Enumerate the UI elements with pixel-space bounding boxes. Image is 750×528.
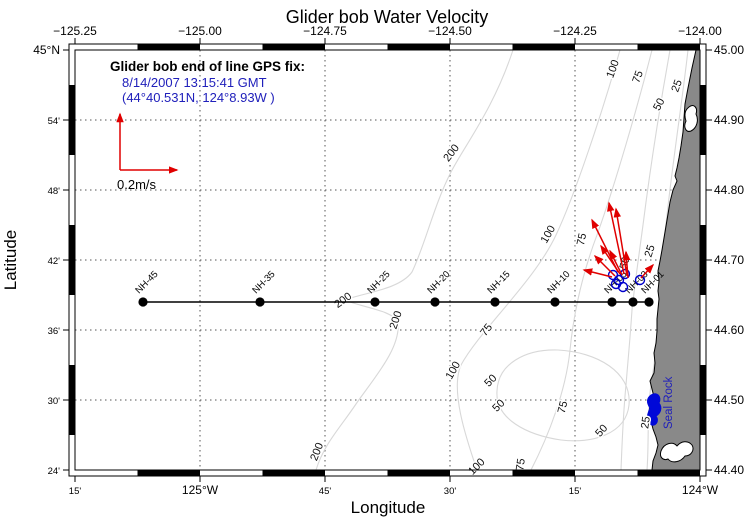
bathymetry-contour [456, 49, 621, 471]
tick-label-top: −124.75 [303, 24, 347, 38]
tick-label-bottom: 45' [319, 486, 332, 497]
contour-depth-label: 75 [630, 69, 645, 85]
velocity-scale-label: 0.2m/s [117, 177, 157, 192]
station-dot [550, 297, 560, 307]
annotation-gps-coords: (44°40.531N, 124°8.93W ) [122, 90, 275, 105]
station-dot [138, 297, 148, 307]
tick-label-bottom: 30' [444, 486, 457, 497]
tick-label-top: −124.25 [553, 24, 597, 38]
x-axis-title: Longitude [351, 498, 426, 517]
contour-depth-label: 75 [556, 400, 571, 415]
velocity-arrow [593, 254, 616, 277]
land-polygon [648, 49, 701, 471]
tick-label-right: 44.60 [714, 323, 744, 337]
contour-depth-label: 25 [643, 243, 658, 258]
tick-label-left: 24' [48, 466, 61, 477]
tick-label-right: 44.90 [714, 113, 744, 127]
tick-label-left: 42' [48, 256, 61, 267]
frame-inner [74, 49, 701, 471]
bathymetry-contour [315, 49, 514, 471]
tick-label-right: 44.40 [714, 463, 744, 477]
gps-fix-circle [619, 268, 631, 280]
gps-fix-circle [617, 281, 629, 293]
plot-title: Glider bob Water Velocity [286, 7, 488, 27]
tick-label-left: 54' [48, 116, 61, 127]
velocity-arrow [607, 201, 625, 275]
coastline-land [646, 49, 701, 471]
contour-depth-label: 75 [575, 232, 589, 246]
tick-label-bottom: 125°W [182, 483, 219, 497]
coastal-inlet [684, 105, 698, 132]
station-dot [255, 297, 265, 307]
contour-depth-label: 25 [669, 78, 684, 94]
station-dot [644, 297, 654, 307]
tick-label-left: 45°N [33, 43, 60, 57]
tick-label-right: 45.00 [714, 43, 744, 57]
station-dot [370, 297, 380, 307]
gps-fix-circle [634, 274, 646, 286]
tick-label-left: 36' [48, 326, 61, 337]
tick-label-left: 30' [48, 396, 61, 407]
tick-label-top: −125.00 [178, 24, 222, 38]
tick-label-top: −125.25 [53, 24, 97, 38]
tick-label-right: 44.70 [714, 253, 744, 267]
axis-ticks-labels: −125.25 −125.00 −124.75 −124.50 −124.25 −124.… [33, 24, 744, 497]
velocity-vectors [116, 112, 655, 279]
gps-fix-circle [610, 278, 622, 290]
annotation-gps-datetime: 8/14/2007 13:15:41 GMT [122, 75, 267, 90]
velocity-arrow [613, 207, 628, 277]
velocity-arrow [622, 250, 631, 279]
contour-depth-label: 25 [639, 416, 653, 430]
annotation-gps-header: Glider bob end of line GPS fix: [110, 59, 305, 74]
gps-fix-markers [607, 268, 646, 293]
seal-rock-label: Seal Rock [663, 376, 675, 429]
tick-label-left: 48' [48, 186, 61, 197]
tick-label-bottom: 124°W [682, 483, 719, 497]
velocity-arrow [640, 263, 655, 279]
coastal-inlet [660, 441, 694, 463]
contour-depth-label: 75 [514, 458, 528, 472]
station-dot [628, 297, 638, 307]
tick-label-bottom: 15' [569, 486, 582, 497]
bathymetry-contour [496, 349, 630, 442]
y-axis-title: Latitude [1, 230, 20, 291]
station-dot [430, 297, 440, 307]
station-dot [607, 297, 617, 307]
station-dot [490, 297, 500, 307]
gps-fix-circle [607, 269, 619, 281]
tick-label-top: −124.50 [428, 24, 472, 38]
bathymetry-contour [530, 49, 653, 471]
tick-label-bottom: 15' [69, 486, 82, 497]
velocity-arrow [582, 268, 613, 278]
tick-label-top: −124.00 [678, 24, 722, 38]
tick-label-right: 44.50 [714, 393, 744, 407]
velocity-arrow [609, 249, 623, 276]
tick-label-right: 44.80 [714, 183, 744, 197]
seal-rock-marker-cluster [646, 393, 662, 426]
